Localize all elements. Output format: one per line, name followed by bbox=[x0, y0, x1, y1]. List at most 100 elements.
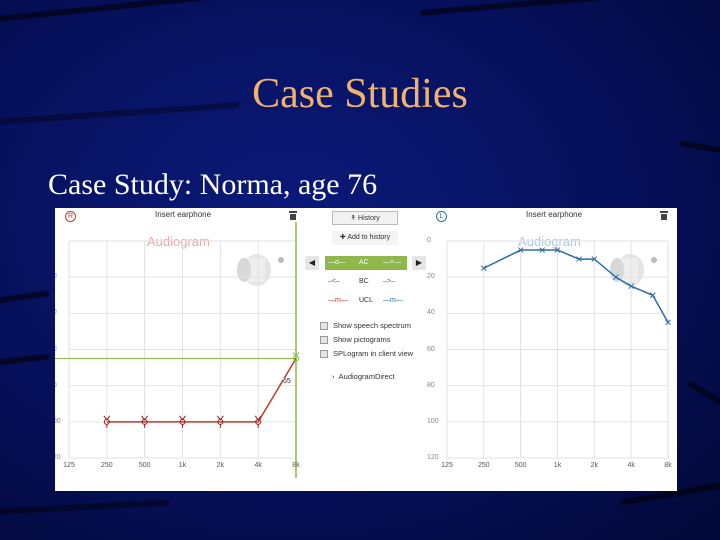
left-threshold-marker bbox=[554, 247, 561, 253]
y-tick-label: 100 bbox=[427, 417, 439, 425]
x-tick-label: 2k bbox=[590, 462, 599, 469]
left-threshold-marker bbox=[576, 256, 582, 262]
checkbox[interactable] bbox=[320, 350, 328, 359]
y-tick-label: 80 bbox=[427, 381, 435, 389]
checkbox-option[interactable]: Show pictograms bbox=[320, 335, 391, 345]
x-tick-label: 1k bbox=[553, 462, 562, 469]
audiogram-direct-link[interactable]: › AudiogramDirect bbox=[332, 372, 395, 381]
left-threshold-marker bbox=[539, 247, 546, 253]
y-tick-label: 0 bbox=[427, 237, 431, 244]
right-threshold-line bbox=[106, 358, 297, 423]
checkbox-option[interactable]: SPLogram in client view bbox=[320, 349, 413, 359]
right-ear-icon: R bbox=[65, 211, 76, 222]
marker-ring bbox=[217, 418, 224, 425]
left-ear-symbol: —o— bbox=[328, 259, 346, 266]
audiogram-direct-label: AudiogramDirect bbox=[338, 372, 395, 381]
marker-x bbox=[539, 247, 546, 253]
earphone-icon bbox=[237, 254, 284, 286]
trash-icon[interactable] bbox=[660, 211, 668, 220]
x-tick-label: 125 bbox=[441, 462, 453, 469]
x-tick-label: 500 bbox=[514, 462, 527, 469]
x-tick-label: 4k bbox=[627, 462, 635, 469]
marker-x bbox=[591, 256, 598, 262]
right-panel-header: Insert earphone bbox=[155, 210, 212, 219]
right-ear-panel: R Insert earphone Audiogram 020406080100… bbox=[55, 208, 307, 491]
y-tick-label: 40 bbox=[55, 309, 69, 316]
background-streak bbox=[0, 290, 50, 306]
checkbox-option[interactable]: Show speech spectrum bbox=[320, 321, 411, 331]
left-ear-symbol: –<– bbox=[328, 278, 340, 285]
measurement-type-label: AC bbox=[359, 259, 369, 266]
x-tick-label: 250 bbox=[100, 462, 113, 469]
checkbox[interactable] bbox=[320, 336, 328, 345]
slide-title: Case Studies bbox=[252, 71, 468, 117]
marker-x bbox=[517, 247, 524, 253]
history-icon: ↟ bbox=[350, 215, 359, 222]
right-threshold-marker bbox=[254, 415, 262, 428]
add-history-button[interactable]: ✚ Add to history bbox=[332, 231, 398, 245]
left-threshold-marker bbox=[613, 274, 619, 281]
history-label: History bbox=[358, 215, 380, 222]
add-icon: ✚ bbox=[339, 234, 348, 241]
controls-panel: ↟ History ✚ Add to history ◀ ▶ —o— AC —×— –… bbox=[305, 208, 432, 491]
left-audiogram-chart bbox=[446, 240, 671, 459]
arrow-right-button[interactable]: ▶ bbox=[412, 256, 426, 270]
left-threshold-line bbox=[483, 249, 669, 323]
background-streak bbox=[0, 0, 379, 26]
threshold-value-label: 65 bbox=[283, 378, 291, 385]
marker-x bbox=[480, 265, 487, 271]
checkbox[interactable] bbox=[320, 322, 328, 331]
right-threshold-marker bbox=[216, 415, 224, 428]
measurement-type-label: BC bbox=[359, 278, 369, 285]
left-threshold-marker bbox=[591, 256, 598, 262]
symbol-row[interactable]: —o— AC —×— bbox=[325, 256, 407, 270]
marker-x bbox=[554, 247, 561, 253]
right-ear-symbol: –>– bbox=[383, 278, 395, 285]
checkbox-label: SPLogram in client view bbox=[333, 349, 414, 358]
marker-x bbox=[665, 319, 671, 326]
y-tick-label: 40 bbox=[427, 309, 435, 317]
y-tick-label: 120 bbox=[427, 454, 439, 461]
marker-ring bbox=[255, 418, 262, 425]
marker-ring bbox=[179, 418, 186, 425]
left-ear-symbol: —m— bbox=[328, 297, 348, 304]
background-streak bbox=[419, 0, 720, 16]
y-tick-label: 100 bbox=[55, 417, 61, 425]
y-tick-label: 120 bbox=[55, 454, 61, 461]
left-ear-icon: L bbox=[436, 211, 447, 222]
left-threshold-marker bbox=[628, 283, 635, 290]
checkbox-label: Show speech spectrum bbox=[333, 321, 411, 330]
left-threshold-marker bbox=[649, 292, 656, 299]
trash-icon[interactable] bbox=[289, 211, 297, 220]
x-tick-label: 250 bbox=[477, 462, 490, 469]
right-threshold-marker bbox=[179, 415, 186, 428]
measurement-type-label: UCL bbox=[359, 297, 374, 304]
right-ear-symbol: —m— bbox=[383, 297, 403, 304]
right-threshold-marker bbox=[292, 352, 300, 365]
symbol-row[interactable]: —m— UCL —m— bbox=[325, 294, 407, 308]
marker-x bbox=[576, 256, 582, 262]
checkbox-label: Show pictograms bbox=[333, 335, 391, 344]
left-threshold-marker bbox=[665, 319, 671, 326]
background-streak bbox=[686, 380, 720, 411]
marker-x bbox=[613, 274, 619, 281]
slide-subtitle: Case Study: Norma, age 76 bbox=[48, 168, 378, 201]
background-streak bbox=[0, 499, 170, 516]
marker-x bbox=[628, 283, 635, 290]
background-streak bbox=[679, 140, 720, 157]
right-threshold-marker bbox=[103, 415, 111, 428]
y-tick-label: 60 bbox=[427, 345, 435, 353]
history-button[interactable]: ↟ History bbox=[332, 211, 398, 225]
right-ear-symbol: —×— bbox=[383, 259, 402, 266]
left-threshold-marker bbox=[517, 247, 524, 253]
left-threshold-marker bbox=[480, 265, 487, 271]
right-audiogram-chart bbox=[55, 222, 300, 478]
y-tick-label: 60 bbox=[55, 346, 69, 353]
symbol-row[interactable]: –<– BC –>– bbox=[325, 275, 407, 289]
y-tick-label: 80 bbox=[55, 382, 69, 389]
background-streak bbox=[0, 353, 50, 366]
arrow-left-button[interactable]: ◀ bbox=[305, 256, 319, 270]
y-tick-label: 20 bbox=[427, 273, 435, 281]
left-ear-panel: L Insert earphone Audiogram 0 20 40 60 80 100… bbox=[427, 208, 677, 491]
x-tick-label: 8k bbox=[664, 462, 672, 469]
